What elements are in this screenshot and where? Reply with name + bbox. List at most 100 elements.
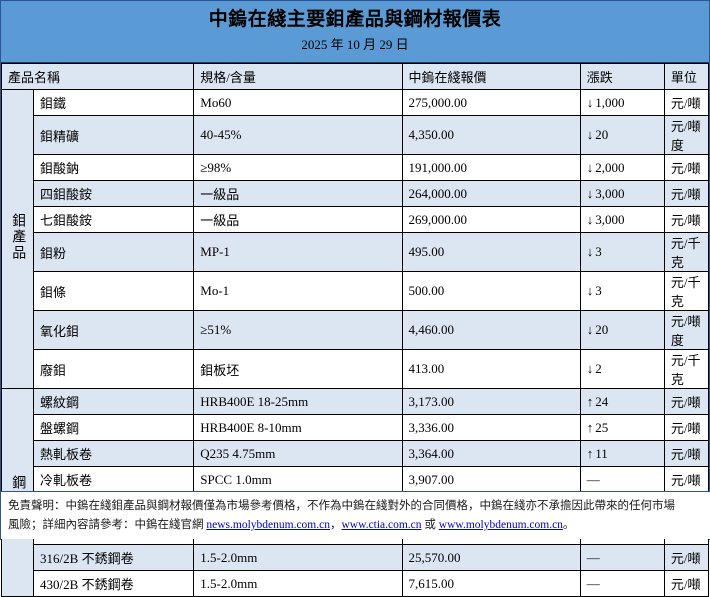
change-value: 3,000 — [595, 211, 625, 227]
cell-specification: SPCC 1.0mm — [193, 466, 403, 493]
cell-change: ↑ 25 — [579, 414, 665, 441]
table-body: 鉬產品 鉬鐵 Mo60 275,000.00 ↓ 1,000 元/噸 鉬精礦 40-45% 4,3… — [0, 89, 710, 597]
cell-change: — — [579, 570, 665, 597]
table-row: 鉬粉 MP-1 495.00 ↓ 3 元/千克 — [2, 232, 710, 272]
category-label-molybdenum: 鉬產品 — [0, 89, 35, 389]
change-value: — — [586, 471, 600, 487]
table-row: 鉬條 Mo-1 500.00 ↓ 3 元/千克 — [2, 271, 710, 311]
cell-product-name: 螺紋鋼 — [33, 388, 195, 415]
cell-product-name: 鉬粉 — [33, 232, 195, 272]
cell-change: ↓ 2 — [579, 349, 665, 389]
disclaimer-line-1: 免責聲明：中鎢在綫鉬產品與鋼材報價僅為市場參考價格，不作為中鎢在綫對外的合同價格… — [8, 500, 675, 513]
change-value: 3 — [595, 283, 602, 298]
cell-price: 4,350.00 — [401, 115, 581, 155]
cell-product-name: 盤螺鋼 — [33, 414, 195, 441]
change-value: — — [586, 549, 600, 565]
cell-product-name: 氧化鉬 — [33, 310, 195, 350]
disclaimer-separator-2: 或 — [421, 519, 439, 532]
cell-change: ↓ 2,000 — [579, 154, 665, 181]
cell-specification: Mo-1 — [193, 271, 403, 311]
cell-specification: 1.5-2.0mm — [193, 544, 403, 571]
cell-product-name: 鉬條 — [33, 271, 195, 311]
table-row: 熱軋板卷 Q235 4.75mm 3,364.00 ↑ 11 元/噸 — [2, 440, 710, 467]
change-value: 3,000 — [595, 185, 625, 201]
link-molybdenum[interactable]: www.molybdenum.com.cn — [438, 519, 563, 532]
arrow-down-icon: ↓ — [586, 322, 594, 337]
link-ctia[interactable]: www.ctia.com.cn — [341, 519, 422, 532]
cell-product-name: 鉬精礦 — [33, 115, 195, 155]
cell-product-name: 鉬鐵 — [33, 89, 195, 116]
category-label-text: 鉬產品 — [10, 213, 26, 261]
cell-unit: 元/噸 — [663, 544, 710, 571]
cell-unit: 元/噸 — [663, 206, 710, 233]
table-row: 鉬精礦 40-45% 4,350.00 ↓ 20 元/噸度 — [2, 115, 710, 155]
table-row: 盤螺鋼 HRB400E 8-10mm 3,336.00 ↑ 25 元/噸 — [2, 414, 710, 441]
change-value: 2,000 — [595, 159, 625, 175]
table-row: 430/2B 不銹鋼卷 1.5-2.0mm 7,615.00 — 元/噸 — [2, 570, 710, 597]
cell-specification: 1.5-2.0mm — [193, 570, 403, 597]
table-header: 產品名稱 規格/含量 中鎢在綫報價 漲跌 單位 — [0, 63, 710, 90]
table-row: 316/2B 不銹鋼卷 1.5-2.0mm 25,570.00 — 元/噸 — [2, 544, 710, 571]
disclaimer-line-2-prefix: 風險；詳細內容請參考：中鎢在綫官網 — [8, 519, 207, 532]
cell-specification: 一級品 — [193, 180, 403, 207]
change-value: 20 — [595, 322, 609, 337]
cell-product-name: 316/2B 不銹鋼卷 — [33, 544, 195, 571]
cell-change: ↑ 11 — [579, 440, 665, 467]
disclaimer-line-2: 風險；詳細內容請參考：中鎢在綫官網 news.molybdenum.com.cn… — [8, 516, 704, 535]
cell-product-name: 鉬酸鈉 — [33, 154, 195, 181]
cell-specification: 40-45% — [193, 115, 403, 155]
cell-specification: ≥98% — [193, 154, 403, 181]
column-header-name: 產品名稱 — [0, 63, 195, 90]
cell-price: 3,173.00 — [401, 388, 581, 415]
cell-specification: MP-1 — [193, 232, 403, 272]
cell-specification: HRB400E 8-10mm — [193, 414, 403, 441]
change-value: 2 — [595, 361, 602, 376]
cell-unit: 元/噸 — [663, 440, 710, 467]
cell-unit: 元/噸度 — [663, 115, 710, 155]
change-value: 24 — [595, 393, 609, 409]
disclaimer-footer: 免責聲明：中鎢在綫鉬產品與鋼材報價僅為市場參考價格，不作為中鎢在綫對外的合同價格… — [1, 491, 710, 539]
change-value: — — [586, 575, 600, 591]
page-title: 中鎢在綫主要鉬產品與鋼材報價表 — [208, 9, 502, 30]
cell-specification: HRB400E 18-25mm — [193, 388, 403, 415]
arrow-up-icon: ↑ — [586, 419, 594, 435]
arrow-down-icon: ↓ — [586, 244, 594, 259]
table-row: 廢鉬 鉬板坯 413.00 ↓ 2 元/千克 — [2, 349, 710, 389]
link-news-molybdenum[interactable]: news.molybdenum.com.cn — [206, 519, 330, 532]
cell-change: ↓ 3 — [579, 232, 665, 272]
column-header-price: 中鎢在綫報價 — [401, 63, 581, 90]
cell-product-name: 熱軋板卷 — [33, 440, 195, 467]
cell-specification: Mo60 — [193, 89, 403, 116]
cell-unit: 元/噸 — [663, 154, 710, 181]
arrow-down-icon: ↓ — [586, 159, 594, 175]
arrow-down-icon: ↓ — [586, 127, 594, 142]
cell-price: 3,907.00 — [401, 466, 581, 493]
arrow-up-icon: ↑ — [586, 445, 594, 461]
cell-change: ↓ 1,000 — [579, 89, 665, 116]
cell-change: ↓ 3,000 — [579, 206, 665, 233]
cell-price: 4,460.00 — [401, 310, 581, 350]
cell-product-name: 冷軋板卷 — [33, 466, 195, 493]
disclaimer-separator-1: ， — [329, 519, 342, 532]
table-row: 氧化鉬 ≥51% 4,460.00 ↓ 20 元/噸度 — [2, 310, 710, 350]
cell-change: ↓ 20 — [579, 310, 665, 350]
cell-unit: 元/噸 — [663, 466, 710, 493]
cell-unit: 元/噸 — [663, 89, 710, 116]
cell-unit: 元/噸 — [663, 414, 710, 441]
table-row: 冷軋板卷 SPCC 1.0mm 3,907.00 — 元/噸 — [2, 466, 710, 493]
cell-price: 275,000.00 — [401, 89, 581, 116]
cell-change: ↑ 24 — [579, 388, 665, 415]
table-row: 七鉬酸銨 一級品 269,000.00 ↓ 3,000 元/噸 — [2, 206, 710, 233]
cell-change: — — [579, 544, 665, 571]
cell-unit: 元/噸 — [663, 388, 710, 415]
arrow-down-icon: ↓ — [586, 211, 594, 227]
cell-unit: 元/千克 — [663, 349, 710, 389]
column-header-spec: 規格/含量 — [193, 63, 403, 90]
arrow-down-icon: ↓ — [586, 283, 594, 298]
column-header-change: 漲跌 — [579, 63, 665, 90]
cell-unit: 元/千克 — [663, 271, 710, 311]
cell-specification: ≥51% — [193, 310, 403, 350]
cell-specification: Q235 4.75mm — [193, 440, 403, 467]
cell-product-name: 廢鉬 — [33, 349, 195, 389]
